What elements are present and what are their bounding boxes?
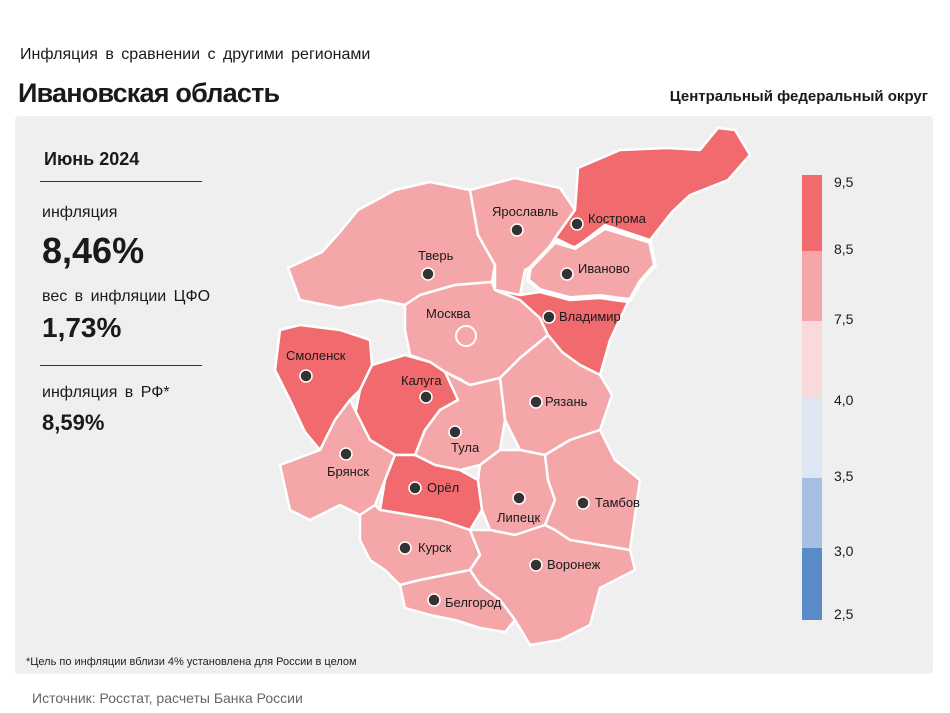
region-belgorod[interactable] [398,568,517,634]
region-title: Ивановская область [18,78,280,108]
chart-subtitle: Инфляция в сравнении с другими регионами [20,46,371,63]
legend-swatch-cool1 [802,398,822,478]
weight-label: вес в инфляции ЦФО [42,288,211,305]
inflation-label: инфляция [42,204,118,221]
region-label-kursk: Курск [418,540,452,555]
city-dot-kaluga [419,390,433,404]
divider [40,365,202,366]
city-dot-orel [408,481,422,495]
city-dot-tambov [576,496,590,510]
city-dot-belgorod [427,593,441,607]
divider [40,181,202,182]
legend-swatch-mid [802,251,822,321]
district-label: Центральный федеральный округ [669,88,928,105]
legend-swatch-cool3 [802,548,822,620]
city-dot-kostroma [570,217,584,231]
region-label-kostroma: Кострома [588,211,647,226]
region-label-vladimir: Владимир [559,309,621,324]
rf-inflation-value: 8,59% [42,410,105,435]
legend-tick: 2,5 [834,606,854,622]
city-dot-bryansk [339,447,353,461]
legend-tick: 3,5 [834,468,854,484]
region-label-orel: Орёл [427,480,459,495]
city-dot-yaroslavl [510,223,524,237]
city-dot-smolensk [299,369,313,383]
city-dot-lipetsk [512,491,526,505]
legend-tick: 3,0 [834,543,854,559]
legend-swatch-high [802,175,822,251]
region-label-lipetsk: Липецк [497,510,541,525]
region-label-smolensk: Смоленск [286,348,346,363]
city-dot-kursk [398,541,412,555]
footnote: *Цель по инфляции вблизи 4% установлена … [26,656,357,668]
legend-tick: 7,5 [834,311,854,327]
region-label-bryansk: Брянск [327,464,369,479]
legend-tick: 8,5 [834,241,854,257]
region-label-tambov: Тамбов [595,495,640,510]
legend-bar [802,175,822,620]
inflation-value: 8,46% [42,230,145,271]
region-label-moscow: Москва [426,306,471,321]
region-label-tula: Тула [451,440,480,455]
city-dot-ivanovo [560,267,574,281]
region-label-voronezh: Воронеж [547,557,601,572]
region-orel[interactable] [378,453,484,532]
weight-value: 1,73% [42,312,122,343]
legend-swatch-low [802,321,822,398]
region-label-tver: Тверь [418,248,454,263]
legend-swatch-cool2 [802,478,822,548]
region-label-belgorod: Белгород [445,595,502,610]
city-dot-ryazan [529,395,543,409]
city-dot-tver [421,267,435,281]
region-label-kaluga: Калуга [401,373,442,388]
region-ivanovo[interactable] [526,226,657,302]
region-label-ivanovo: Иваново [578,261,630,276]
region-kostroma[interactable] [553,126,752,250]
region-label-ryazan: Рязань [545,394,588,409]
city-dot-vladimir [542,310,556,324]
city-dot-moscow [455,325,477,347]
city-dot-tula [448,425,462,439]
source-note: Источник: Росстат, расчеты Банка России [32,690,303,706]
legend-tick: 9,5 [834,174,854,190]
region-label-yaroslavl: Ярославль [492,204,558,219]
rf-inflation-label: инфляция в РФ* [42,384,170,401]
legend-tick: 4,0 [834,392,854,408]
city-dot-voronezh [529,558,543,572]
period-label: Июнь 2024 [44,149,140,169]
